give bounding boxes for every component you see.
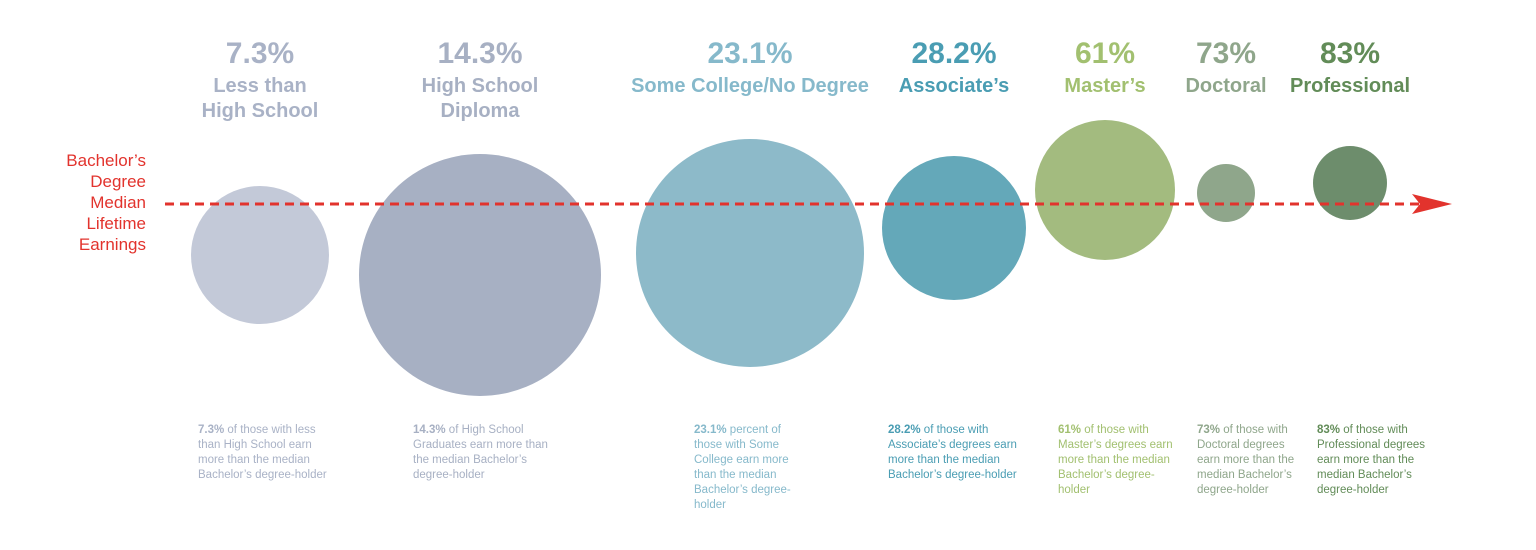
- bubble-percent: 73%: [1195, 37, 1257, 70]
- bubble-title: Professional: [1289, 75, 1411, 97]
- bubble-title-line2: High School: [201, 100, 319, 122]
- bubble-percent: 7.3%: [225, 37, 295, 70]
- bubble-percent: 28.2%: [911, 37, 997, 70]
- description-percent: 7.3%: [198, 424, 225, 436]
- bubble-percent: 23.1%: [707, 37, 793, 70]
- bubble: [1197, 164, 1255, 222]
- bubble-description: 83% of those with Professional degrees e…: [1317, 423, 1442, 498]
- bubble-description: 14.3% of High School Graduates earn more…: [413, 423, 563, 483]
- description-text: of those with Professional degrees earn …: [1317, 424, 1426, 496]
- description-text: of those with Associate’s degrees earn m…: [888, 424, 1017, 481]
- description-percent: 14.3%: [413, 424, 446, 436]
- bubble: [882, 156, 1026, 300]
- description-text: of those with Doctoral degrees earn more…: [1197, 424, 1295, 496]
- bubble-percent: 14.3%: [437, 37, 523, 70]
- description-text: percent of those with Some College earn …: [694, 424, 791, 511]
- reference-line-label: Bachelor’s Degree Median Lifetime Earnin…: [40, 150, 146, 255]
- bubble: [359, 154, 601, 396]
- reference-label-line: Bachelor’s: [66, 151, 146, 170]
- description-percent: 28.2%: [888, 424, 921, 436]
- bubble-percent: 61%: [1074, 37, 1136, 70]
- bubble-description: 7.3% of those with less than High School…: [198, 423, 328, 483]
- bubble: [636, 139, 864, 367]
- description-percent: 23.1%: [694, 424, 727, 436]
- bubble-title: Some College/No Degree: [631, 75, 869, 97]
- bubble-title: Associate’s: [898, 75, 1010, 97]
- description-text: of High School Graduates earn more than …: [413, 424, 548, 481]
- bubble: [1035, 120, 1175, 260]
- bubble-percent: 83%: [1319, 37, 1381, 70]
- description-text: of those with less than High School earn…: [198, 424, 327, 481]
- bubble-title-line2: Diploma: [440, 100, 520, 122]
- bubble: [191, 186, 329, 324]
- arrowhead-icon: [1412, 194, 1452, 214]
- bubble-title: High School: [421, 75, 539, 97]
- reference-label-line: Earnings: [78, 235, 146, 254]
- bubble: [1313, 146, 1387, 220]
- reference-label-line: Degree: [90, 172, 146, 191]
- description-percent: 73%: [1197, 424, 1221, 436]
- bubble-description: 73% of those with Doctoral degrees earn …: [1197, 423, 1302, 498]
- description-percent: 83%: [1317, 424, 1341, 436]
- description-text: of those with Master’s degrees earn more…: [1058, 424, 1173, 496]
- description-percent: 61%: [1058, 424, 1082, 436]
- reference-label-line: Lifetime: [86, 214, 146, 233]
- bubble-title: Master’s: [1064, 75, 1146, 97]
- reference-label-line: Median: [90, 193, 146, 212]
- bubble-title: Less than: [213, 75, 307, 97]
- bubble-description: 23.1% percent of those with Some College…: [694, 423, 794, 513]
- bubble-description: 28.2% of those with Associate’s degrees …: [888, 423, 1023, 483]
- bubble-description: 61% of those with Master’s degrees earn …: [1058, 423, 1183, 498]
- bubble-title: Doctoral: [1185, 75, 1267, 97]
